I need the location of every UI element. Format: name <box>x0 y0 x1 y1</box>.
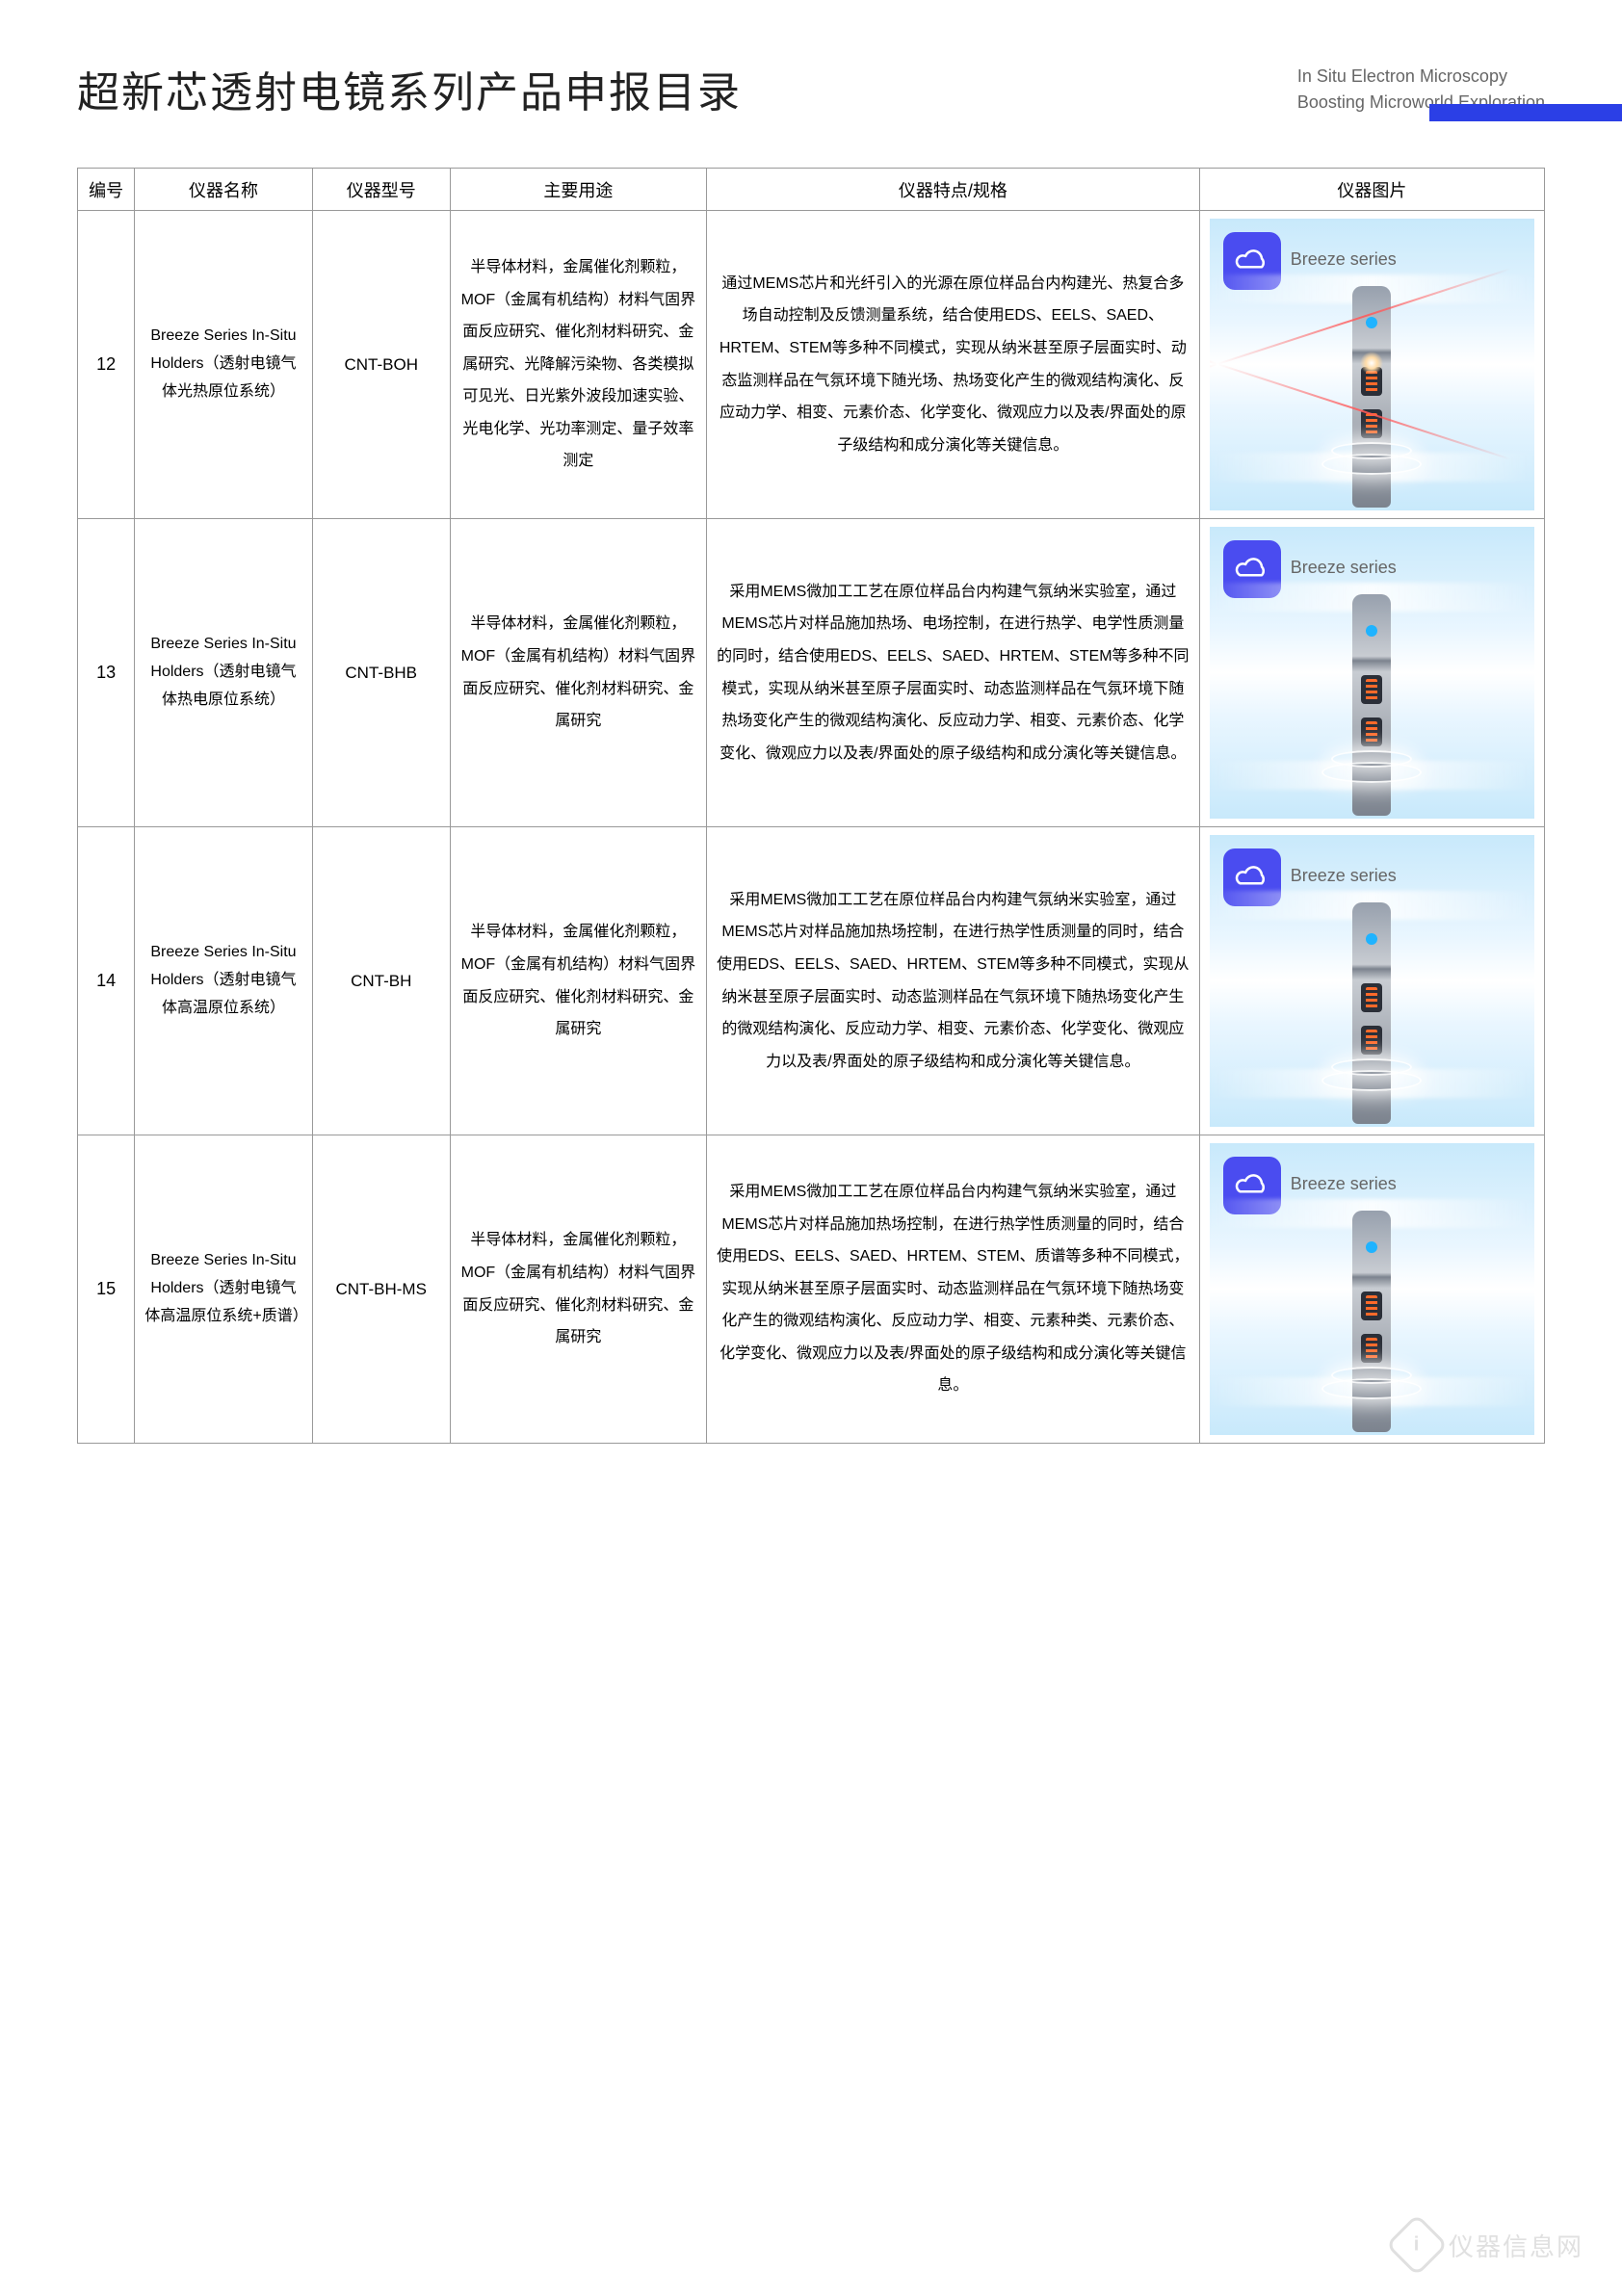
series-label: Breeze series <box>1291 866 1397 886</box>
table-row: 15Breeze Series In-Situ Holders（透射电镜气体高温… <box>78 1135 1545 1444</box>
product-image: Breeze series <box>1210 1143 1534 1435</box>
cell-num: 14 <box>78 827 135 1135</box>
page: 超新芯透射电镜系列产品申报目录 In Situ Electron Microsc… <box>0 0 1622 1501</box>
table-row: 12Breeze Series In-Situ Holders（透射电镜气体光热… <box>78 211 1545 519</box>
cell-model: CNT-BOH <box>312 211 450 519</box>
cell-image: Breeze series <box>1199 1135 1544 1444</box>
cell-num: 13 <box>78 519 135 827</box>
cell-model: CNT-BH <box>312 827 450 1135</box>
cell-name: Breeze Series In-Situ Holders（透射电镜气体热电原位… <box>135 519 312 827</box>
glow-ring <box>1321 454 1422 475</box>
cell-model: CNT-BHB <box>312 519 450 827</box>
product-image: Breeze series <box>1210 219 1534 510</box>
series-label: Breeze series <box>1291 249 1397 270</box>
table-row: 14Breeze Series In-Situ Holders（透射电镜气体高温… <box>78 827 1545 1135</box>
header: 超新芯透射电镜系列产品申报目录 In Situ Electron Microsc… <box>77 58 1545 119</box>
glow-ring <box>1321 762 1422 783</box>
col-header-name: 仪器名称 <box>135 169 312 211</box>
page-title: 超新芯透射电镜系列产品申报目录 <box>77 58 742 119</box>
cell-image: Breeze series <box>1199 211 1544 519</box>
subtitle-line-1: In Situ Electron Microscopy <box>1297 64 1545 90</box>
catalog-table: 编号 仪器名称 仪器型号 主要用途 仪器特点/规格 仪器图片 12Breeze … <box>77 168 1545 1444</box>
cell-name: Breeze Series In-Situ Holders（透射电镜气体高温原位… <box>135 1135 312 1444</box>
light-spark <box>1360 352 1383 375</box>
watermark-text: 仪器信息网 <box>1449 2228 1583 2263</box>
cell-spec: 采用MEMS微加工工艺在原位样品台内构建气氛纳米实验室，通过MEMS芯片对样品施… <box>706 1135 1199 1444</box>
light-beam <box>1210 363 1218 460</box>
cell-spec: 采用MEMS微加工工艺在原位样品台内构建气氛纳米实验室，通过MEMS芯片对样品施… <box>706 519 1199 827</box>
table-header-row: 编号 仪器名称 仪器型号 主要用途 仪器特点/规格 仪器图片 <box>78 169 1545 211</box>
series-label: Breeze series <box>1291 558 1397 578</box>
product-image: Breeze series <box>1210 527 1534 819</box>
cell-name: Breeze Series In-Situ Holders（透射电镜气体光热原位… <box>135 211 312 519</box>
series-label: Breeze series <box>1291 1174 1397 1194</box>
cell-use: 半导体材料，金属催化剂颗粒，MOF（金属有机结构）材料气固界面反应研究、催化剂材… <box>450 211 706 519</box>
cell-image: Breeze series <box>1199 519 1544 827</box>
cell-num: 15 <box>78 1135 135 1444</box>
product-image: Breeze series <box>1210 835 1534 1127</box>
col-header-use: 主要用途 <box>450 169 706 211</box>
watermark-icon: i <box>1385 2213 1448 2276</box>
table-row: 13Breeze Series In-Situ Holders（透射电镜气体热电… <box>78 519 1545 827</box>
cell-spec: 通过MEMS芯片和光纤引入的光源在原位样品台内构建光、热复合多场自动控制及反馈测… <box>706 211 1199 519</box>
watermark: i 仪器信息网 <box>1395 2223 1583 2267</box>
col-header-model: 仪器型号 <box>312 169 450 211</box>
cell-image: Breeze series <box>1199 827 1544 1135</box>
cell-name: Breeze Series In-Situ Holders（透射电镜气体高温原位… <box>135 827 312 1135</box>
col-header-img: 仪器图片 <box>1199 169 1544 211</box>
col-header-num: 编号 <box>78 169 135 211</box>
cell-use: 半导体材料，金属催化剂颗粒，MOF（金属有机结构）材料气固界面反应研究、催化剂材… <box>450 519 706 827</box>
cell-spec: 采用MEMS微加工工艺在原位样品台内构建气氛纳米实验室，通过MEMS芯片对样品施… <box>706 827 1199 1135</box>
cell-use: 半导体材料，金属催化剂颗粒，MOF（金属有机结构）材料气固界面反应研究、催化剂材… <box>450 827 706 1135</box>
glow-ring <box>1321 1070 1422 1091</box>
glow-ring <box>1321 1378 1422 1399</box>
decor-blue-bar <box>1429 104 1622 121</box>
col-header-spec: 仪器特点/规格 <box>706 169 1199 211</box>
cell-use: 半导体材料，金属催化剂颗粒，MOF（金属有机结构）材料气固界面反应研究、催化剂材… <box>450 1135 706 1444</box>
cell-model: CNT-BH-MS <box>312 1135 450 1444</box>
cell-num: 12 <box>78 211 135 519</box>
